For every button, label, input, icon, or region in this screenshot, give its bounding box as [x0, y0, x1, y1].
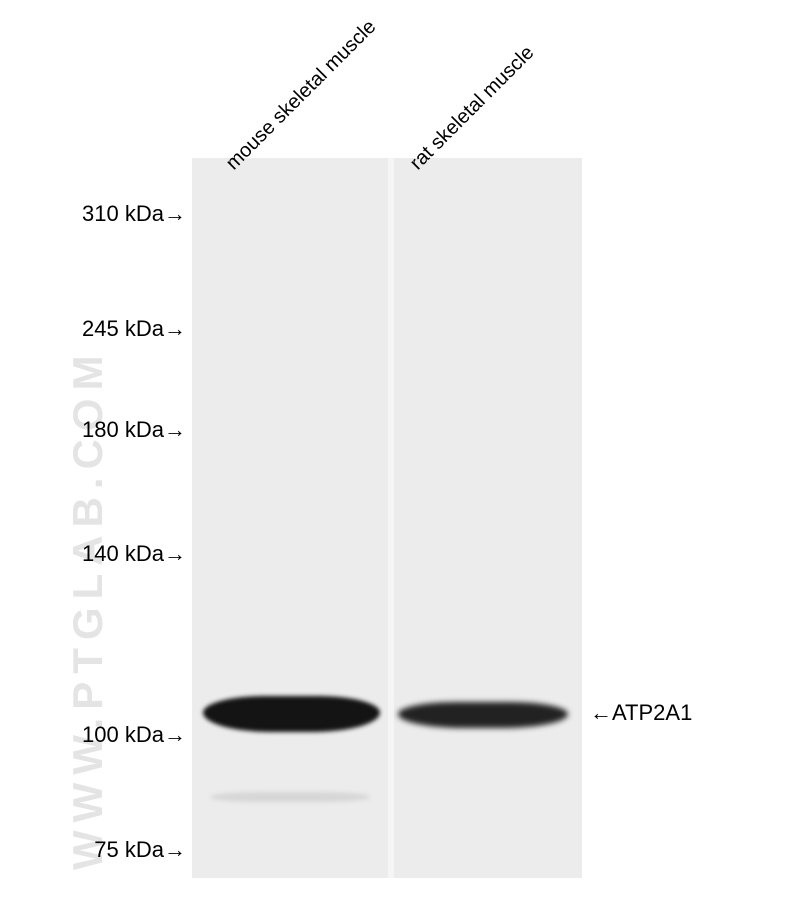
arrow-right-icon: → — [164, 201, 186, 227]
figure-container: WWW.PTGLAB.COM mouse skeletal muscle rat… — [0, 0, 800, 903]
arrow-right-icon: → — [164, 837, 186, 863]
mw-text: 180 kDa — [82, 417, 164, 442]
mw-text: 75 kDa — [94, 837, 164, 862]
mw-label-180: 180 kDa→ — [0, 417, 186, 443]
arrow-right-icon: → — [164, 722, 186, 748]
mw-text: 100 kDa — [82, 722, 164, 747]
lane-label-2: rat skeletal muscle — [406, 42, 539, 175]
arrow-right-icon: → — [164, 316, 186, 342]
lane-label-2-text: rat skeletal muscle — [406, 42, 539, 175]
band-faint — [210, 792, 370, 802]
mw-text: 245 kDa — [82, 316, 164, 341]
mw-label-75: 75 kDa→ — [0, 837, 186, 863]
mw-text: 310 kDa — [82, 201, 164, 226]
band-lane2-atp2a1 — [398, 702, 568, 728]
lane-label-1: mouse skeletal muscle — [222, 16, 381, 175]
band-lane1-atp2a1 — [203, 696, 380, 732]
arrow-left-icon: ← — [590, 700, 612, 726]
target-name: ATP2A1 — [612, 700, 692, 725]
mw-label-140: 140 kDa→ — [0, 541, 186, 567]
mw-label-310: 310 kDa→ — [0, 201, 186, 227]
mw-label-245: 245 kDa→ — [0, 316, 186, 342]
arrow-right-icon: → — [164, 417, 186, 443]
mw-label-100: 100 kDa→ — [0, 722, 186, 748]
mw-text: 140 kDa — [82, 541, 164, 566]
lane-label-1-text: mouse skeletal muscle — [222, 16, 381, 175]
target-band-label: ←ATP2A1 — [590, 700, 692, 726]
blot-membrane — [192, 158, 582, 878]
arrow-right-icon: → — [164, 541, 186, 567]
lane-divider — [388, 158, 394, 878]
